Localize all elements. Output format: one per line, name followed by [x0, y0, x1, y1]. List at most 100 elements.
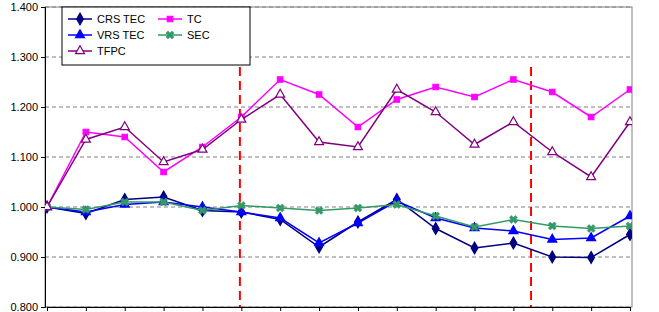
series-marker	[627, 87, 632, 92]
y-tick: 0.900	[10, 251, 45, 263]
x-tick-mark	[280, 307, 281, 311]
x-tick	[280, 307, 281, 311]
grid	[45, 7, 632, 307]
series-line	[47, 90, 630, 208]
series-marker	[585, 222, 597, 234]
plot-frame	[45, 7, 632, 307]
x-tick	[164, 307, 165, 311]
series-marker	[277, 77, 282, 82]
series-marker	[509, 226, 518, 234]
series-marker	[120, 122, 129, 130]
x-tick-mark	[125, 307, 126, 311]
y-tick-label: 1.400	[10, 1, 38, 13]
x-tick-mark	[513, 307, 514, 311]
y-tick-label: 1.300	[10, 51, 38, 63]
series-marker	[159, 157, 168, 165]
x-tick-mark	[475, 307, 476, 311]
y-tick: 1.300	[10, 51, 45, 63]
series-marker	[432, 223, 439, 235]
series-marker	[394, 97, 399, 102]
series-marker	[353, 218, 362, 226]
series-marker	[548, 234, 557, 242]
series-marker	[471, 242, 478, 254]
series-marker	[353, 142, 362, 150]
series-marker	[588, 252, 595, 264]
grid-line	[45, 207, 632, 208]
y-tick-label: 0.900	[10, 251, 38, 263]
series-marker	[235, 199, 247, 211]
x-tick	[202, 307, 203, 311]
legend-label: CRS TEC	[97, 13, 145, 25]
x-tick-mark	[319, 307, 320, 311]
y-tick-mark	[41, 307, 45, 308]
series-marker	[315, 238, 324, 246]
series-marker	[276, 89, 285, 97]
y-tick-mark	[41, 107, 45, 108]
series-marker	[158, 196, 170, 208]
grid-line	[45, 157, 632, 158]
series-marker	[507, 213, 519, 225]
series-marker	[433, 84, 438, 89]
legend-marker	[164, 29, 176, 41]
series-marker	[626, 117, 632, 125]
x-tick	[358, 307, 359, 311]
series-marker	[627, 229, 632, 241]
y-tick-mark	[41, 207, 45, 208]
series-marker	[161, 169, 166, 174]
grid-line	[45, 257, 632, 258]
series-marker	[548, 147, 557, 155]
y-tick-mark	[41, 157, 45, 158]
series-marker	[472, 94, 477, 99]
series-marker	[45, 202, 51, 210]
y-tick-mark	[41, 57, 45, 58]
series-marker	[313, 204, 325, 216]
series-marker	[355, 124, 360, 129]
legend-label: SEC	[187, 29, 210, 41]
x-tick	[552, 307, 553, 311]
y-tick: 1.200	[10, 101, 45, 113]
series-marker	[198, 144, 207, 152]
series-marker	[237, 114, 246, 122]
y-tick: 1.400	[10, 1, 45, 13]
series-marker	[626, 211, 632, 219]
y-axis-line	[41, 8, 46, 308]
x-tick-mark	[164, 307, 165, 311]
y-tick-mark	[41, 257, 45, 258]
legend-marker	[167, 16, 172, 21]
series-marker	[316, 92, 321, 97]
series-marker	[509, 117, 518, 125]
series-marker	[80, 203, 92, 215]
y-tick-label: 1.000	[10, 201, 38, 213]
x-tick-mark	[241, 307, 242, 311]
chart: 0.8000.9001.0001.1001.2001.3001.400CRS T…	[0, 0, 659, 312]
legend-marker	[76, 46, 85, 54]
series-marker	[550, 89, 555, 94]
y-tick-label: 1.200	[10, 101, 38, 113]
x-tick	[319, 307, 320, 311]
series-marker	[549, 251, 556, 263]
series-marker	[587, 172, 596, 180]
x-tick	[591, 307, 592, 311]
legend-label: TFPC	[97, 45, 126, 57]
series-marker	[315, 137, 324, 145]
series-marker	[276, 213, 285, 221]
x-tick-mark	[436, 307, 437, 311]
series-marker	[510, 237, 517, 249]
series-line	[47, 201, 630, 243]
y-axis: 0.8000.9001.0001.1001.2001.3001.400	[10, 1, 45, 312]
x-tick	[513, 307, 514, 311]
period-divider	[239, 67, 241, 307]
series-marker	[546, 220, 558, 232]
x-axis	[48, 307, 631, 311]
series-marker	[352, 202, 364, 214]
legend-marker	[77, 13, 84, 25]
x-tick	[125, 307, 126, 311]
x-tick-mark	[397, 307, 398, 311]
series-marker	[587, 233, 596, 241]
legend-box	[62, 7, 250, 65]
x-tick	[630, 307, 631, 311]
x-tick	[241, 307, 242, 311]
x-tick-mark	[86, 307, 87, 311]
y-tick: 0.800	[10, 301, 45, 312]
legend-label: TC	[187, 13, 202, 25]
